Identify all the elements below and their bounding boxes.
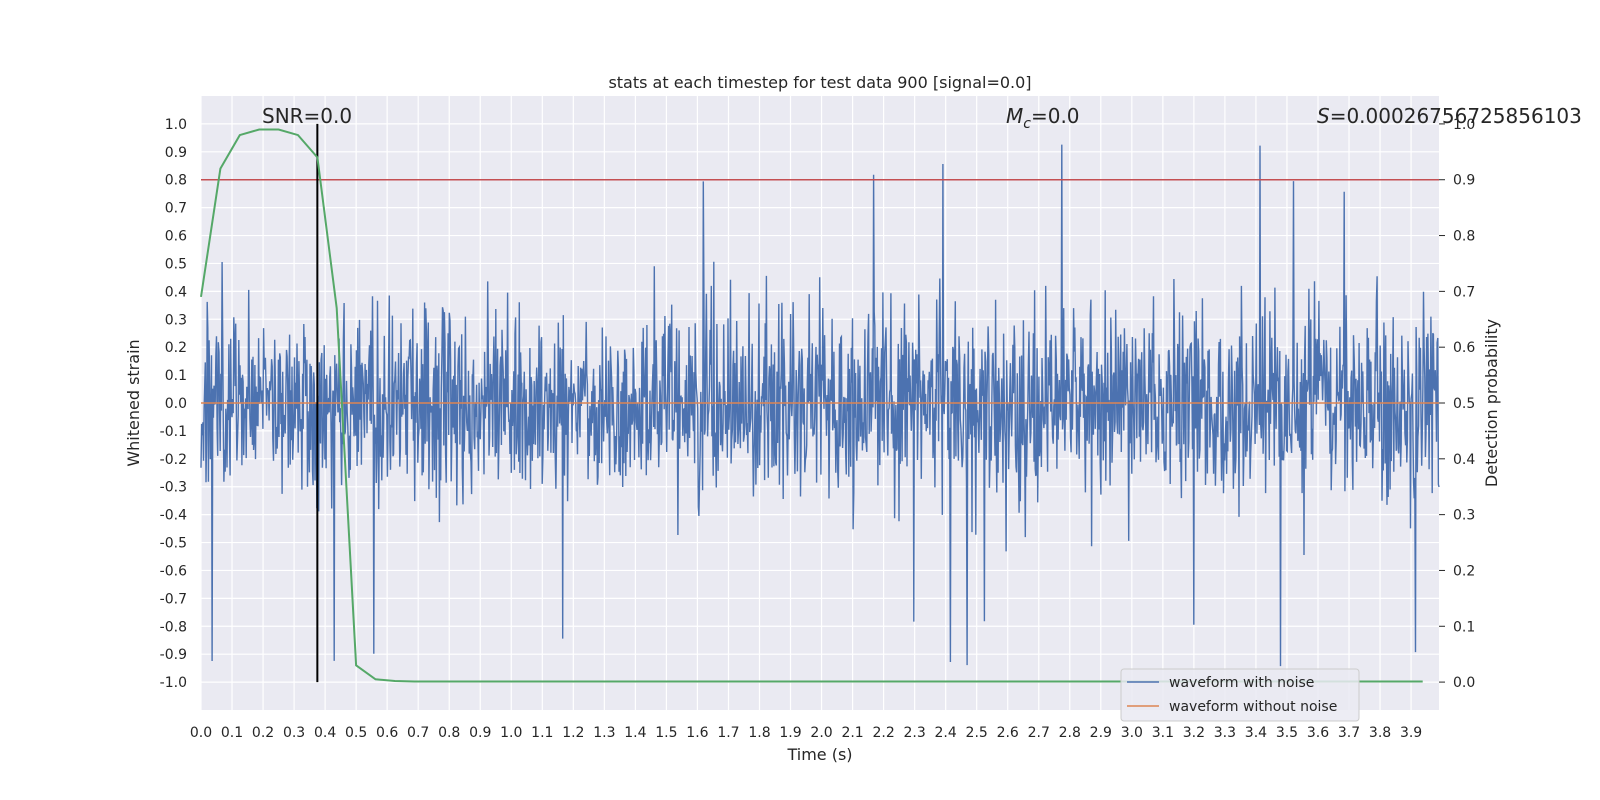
y2-tick-label: 0.6 — [1453, 340, 1475, 356]
y-tick-label: 0.3 — [165, 312, 187, 328]
x-tick-label: 3.3 — [1214, 725, 1236, 741]
legend-box — [1120, 668, 1360, 722]
snr-annotation: SNR=0.0 — [262, 104, 352, 128]
x-tick-label: 1.3 — [593, 725, 615, 741]
x-tick-label: 1.9 — [779, 725, 801, 741]
x-tick-label: 1.7 — [717, 725, 739, 741]
y2-tick-label: 0.2 — [1453, 563, 1475, 579]
y2-tick-label: 0.9 — [1453, 173, 1475, 189]
x-tick-label: 2.6 — [997, 725, 1019, 741]
x-tick-label: 0.2 — [252, 725, 274, 741]
x-tick-label: 2.8 — [1059, 725, 1081, 741]
x-tick-label: 1.0 — [500, 725, 522, 741]
x-tick-label: 3.7 — [1338, 725, 1360, 741]
x-tick-label: 2.7 — [1028, 725, 1050, 741]
legend-label-clean: waveform without noise — [1169, 699, 1337, 715]
waveform-with-noise-line — [200, 144, 1440, 667]
y-tick-label: -0.5 — [160, 536, 187, 552]
x-tick-label: 3.2 — [1183, 725, 1205, 741]
y2-tick-label: 1.0 — [1453, 117, 1475, 133]
x-tick-label: 0.0 — [190, 725, 212, 741]
y2-tick-label: 0.0 — [1453, 675, 1475, 691]
x-tick-label: 2.1 — [841, 725, 863, 741]
x-tick-label: 3.8 — [1369, 725, 1391, 741]
x-tick-label: 3.4 — [1245, 725, 1267, 741]
y-tick-label: -1.0 — [160, 675, 187, 691]
chart-title: stats at each timestep for test data 900… — [608, 73, 1031, 92]
y-tick-label: -0.2 — [160, 452, 187, 468]
x-tick-label: 3.0 — [1121, 725, 1143, 741]
y-tick-label: 0.2 — [165, 340, 187, 356]
x-tick-label: 0.8 — [438, 725, 460, 741]
waveform-with-noise-series — [200, 144, 1440, 667]
legend: waveform with noise waveform without noi… — [1120, 668, 1360, 722]
y-tick-label: 0.4 — [165, 284, 187, 300]
y-tick-label: 0.1 — [165, 368, 187, 384]
s-annotation: S=0.00026756725856103 — [1317, 104, 1582, 128]
x-tick-label: 1.2 — [562, 725, 584, 741]
y2-tick-label: 0.7 — [1453, 284, 1475, 300]
x-tick-label: 0.1 — [221, 725, 243, 741]
y-tick-label: 1.0 — [165, 117, 187, 133]
x-tick-label: 1.5 — [655, 725, 677, 741]
x-tick-labels: 0.0 0.1 0.2 0.3 0.4 0.5 0.6 0.7 0.8 0.9 1.0 1.1 1.2 1… — [190, 725, 1422, 741]
x-tick-label: 1.4 — [624, 725, 646, 741]
x-tick-label: 1.8 — [748, 725, 770, 741]
y-tick-label: -0.8 — [160, 619, 187, 635]
y-tick-label: 0.7 — [165, 201, 187, 217]
x-tick-label: 1.1 — [531, 725, 553, 741]
x-tick-label: 0.6 — [376, 725, 398, 741]
y2-axis-label: Detection probability — [1482, 319, 1501, 487]
legend-label-noise: waveform with noise — [1169, 675, 1314, 691]
y-tick-label: 0.6 — [165, 229, 187, 245]
x-tick-label: 0.4 — [314, 725, 336, 741]
y-tick-label: -0.3 — [160, 480, 187, 496]
x-tick-label: 3.6 — [1307, 725, 1329, 741]
x-tick-label: 3.5 — [1276, 725, 1298, 741]
y2-tick-label: 0.8 — [1453, 229, 1475, 245]
y-tick-labels: 1.0 0.9 0.8 0.7 0.6 0.5 0.4 0.3 0.2 0.1 0.0 -0.1 -0.… — [160, 117, 187, 691]
chirp-mass-annotation: Mc=0.0 — [1006, 104, 1080, 132]
x-tick-label: 1.6 — [686, 725, 708, 741]
y-tick-label: -0.7 — [160, 591, 187, 607]
y2-tick-label: 0.4 — [1453, 452, 1475, 468]
detection-probability-line — [200, 128, 1423, 683]
x-tick-label: 0.5 — [345, 725, 367, 741]
x-tick-label: 2.4 — [935, 725, 957, 741]
y-axis-label: Whitened strain — [124, 339, 143, 466]
y-tick-label: -0.9 — [160, 647, 187, 663]
x-tick-label: 0.7 — [407, 725, 429, 741]
y-tick-label: -0.1 — [160, 424, 187, 440]
x-tick-label: 2.3 — [904, 725, 926, 741]
x-tick-label: 3.1 — [1152, 725, 1174, 741]
x-tick-label: 2.9 — [1090, 725, 1112, 741]
y-tick-label: -0.4 — [160, 508, 187, 524]
x-tick-label: 0.9 — [469, 725, 491, 741]
x-axis-label: Time (s) — [786, 745, 852, 764]
x-tick-label: 2.5 — [966, 725, 988, 741]
x-tick-label: 2.0 — [810, 725, 832, 741]
y2-tick-labels: 1.0 0.9 0.8 0.7 0.6 0.5 0.4 0.3 0.2 0.1 0.0 — [1439, 117, 1475, 691]
y-tick-label: -0.6 — [160, 563, 187, 579]
x-tick-label: 2.2 — [872, 725, 894, 741]
y2-tick-label: 0.1 — [1453, 619, 1475, 635]
y-tick-label: 0.0 — [165, 396, 187, 412]
y-tick-label: 0.9 — [165, 145, 187, 161]
x-tick-label: 0.3 — [283, 725, 305, 741]
y-tick-label: 0.8 — [165, 173, 187, 189]
x-tick-label: 3.9 — [1400, 725, 1422, 741]
y2-tick-label: 0.5 — [1453, 396, 1475, 412]
y-tick-label: 0.5 — [165, 256, 187, 272]
y2-tick-label: 0.3 — [1453, 508, 1475, 524]
